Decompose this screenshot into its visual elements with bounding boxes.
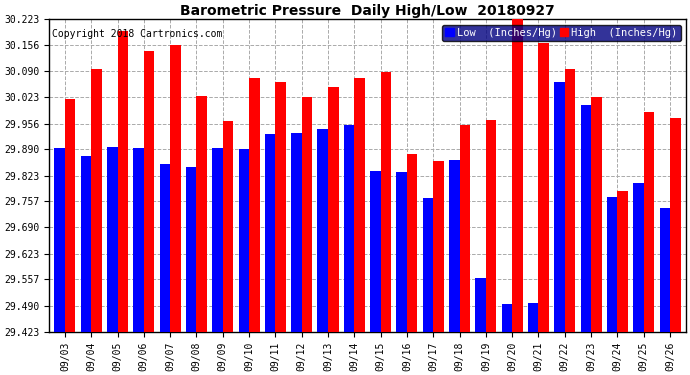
Bar	[591, 97, 602, 332]
Bar	[213, 148, 223, 332]
Bar	[512, 17, 523, 332]
Bar	[565, 69, 575, 332]
Legend: Low  (Inches/Hg), High  (Inches/Hg): Low (Inches/Hg), High (Inches/Hg)	[442, 24, 680, 41]
Bar	[81, 156, 91, 332]
Bar	[302, 98, 313, 332]
Bar	[475, 278, 486, 332]
Bar	[117, 32, 128, 332]
Bar	[580, 105, 591, 332]
Bar	[107, 147, 117, 332]
Bar	[223, 121, 233, 332]
Bar	[618, 191, 628, 332]
Bar	[449, 160, 460, 332]
Bar	[170, 45, 181, 332]
Bar	[381, 72, 391, 332]
Bar	[460, 125, 470, 332]
Bar	[239, 149, 249, 332]
Bar	[91, 69, 101, 332]
Bar	[291, 133, 302, 332]
Bar	[355, 78, 365, 332]
Bar	[344, 125, 355, 332]
Bar	[528, 303, 538, 332]
Bar	[275, 82, 286, 332]
Bar	[328, 87, 339, 332]
Bar	[423, 198, 433, 332]
Bar	[197, 96, 207, 332]
Bar	[433, 161, 444, 332]
Bar	[55, 148, 65, 332]
Text: Copyright 2018 Cartronics.com: Copyright 2018 Cartronics.com	[52, 29, 223, 39]
Bar	[660, 208, 670, 332]
Bar	[249, 78, 259, 332]
Bar	[370, 171, 381, 332]
Bar	[407, 154, 417, 332]
Bar	[133, 148, 144, 332]
Bar	[65, 99, 75, 332]
Bar	[144, 51, 155, 332]
Bar	[265, 134, 275, 332]
Bar	[486, 120, 496, 332]
Bar	[644, 112, 654, 332]
Title: Barometric Pressure  Daily High/Low  20180927: Barometric Pressure Daily High/Low 20180…	[180, 4, 555, 18]
Bar	[670, 118, 680, 332]
Bar	[186, 167, 197, 332]
Bar	[317, 129, 328, 332]
Bar	[554, 82, 565, 332]
Bar	[397, 172, 407, 332]
Bar	[633, 183, 644, 332]
Bar	[502, 304, 512, 332]
Bar	[607, 197, 618, 332]
Bar	[159, 164, 170, 332]
Bar	[538, 43, 549, 332]
